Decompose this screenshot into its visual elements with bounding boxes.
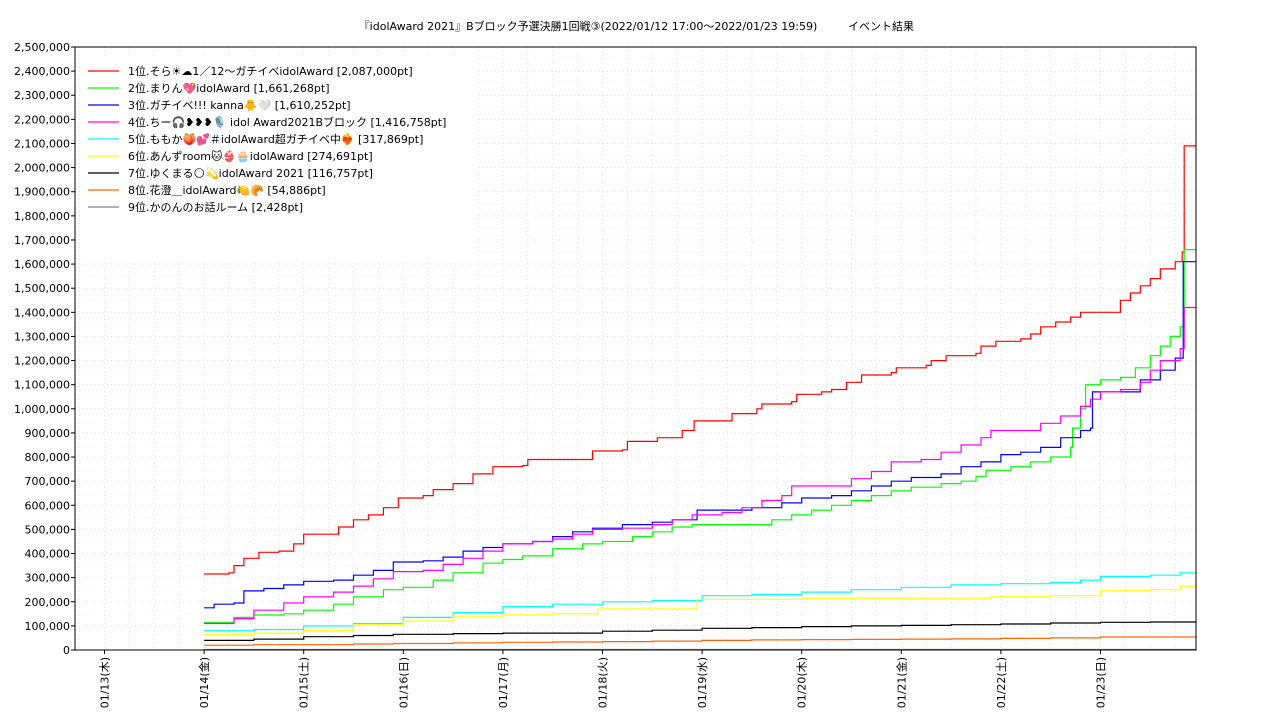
y-tick-label: 100,000	[25, 620, 71, 633]
y-tick-label: 0	[63, 644, 70, 657]
x-tick-label: 01/22(土)	[995, 657, 1008, 708]
legend-label-1: 1位.そら☀︎☁︎1／12〜ガチイベidolAward [2,087,000pt…	[128, 64, 413, 78]
plot-frame	[74, 46, 1197, 651]
y-tick-label: 2,100,000	[14, 137, 70, 150]
x-tick-label: 01/21(金)	[894, 657, 908, 708]
y-tick-label: 2,300,000	[14, 89, 70, 102]
series-line-3	[204, 261, 1197, 609]
y-tick-label: 1,400,000	[14, 306, 70, 319]
y-tick-label: 1,600,000	[14, 258, 70, 271]
legend-label-7: 7位.ゆくまる🌕💫idolAward 2021 [116,757pt]	[128, 166, 373, 181]
legend-label-9: 9位.かのんのお話ルーム [2,428pt]	[128, 200, 303, 214]
y-tick-label: 1,800,000	[14, 210, 70, 223]
series-line-1	[204, 145, 1197, 575]
y-tick-label: 800,000	[25, 451, 71, 464]
y-tick-label: 1,200,000	[14, 355, 70, 368]
y-tick-label: 2,000,000	[14, 162, 70, 175]
legend-label-3: 3位.ガチイベ!!! kanna🐥🤍 [1,610,252pt]	[128, 98, 351, 112]
y-tick-label: 1,500,000	[14, 282, 70, 295]
x-tick-label: 01/19(水)	[696, 657, 709, 708]
x-tick-label: 01/13(木)	[99, 657, 112, 708]
series-line-4	[204, 306, 1197, 625]
y-tick-label: 200,000	[25, 596, 71, 609]
legend-label-4: 4位.ちー🎧❥❥❥🎙️ idol Award2021Bブロック [1,416,7…	[128, 115, 446, 129]
y-tick-label: 600,000	[25, 499, 71, 512]
y-tick-label: 700,000	[25, 475, 71, 488]
y-tick-label: 2,500,000	[14, 41, 70, 54]
y-tick-label: 300,000	[25, 572, 71, 585]
y-tick-label: 400,000	[25, 548, 71, 561]
y-tick-label: 500,000	[25, 523, 71, 536]
series-line-6	[204, 583, 1197, 635]
y-tick-label: 900,000	[25, 427, 71, 440]
x-tick-label: 01/15(土)	[298, 657, 311, 708]
legend-label-6: 6位.あんずroom🐱👙🧁idolAward [274,691pt]	[128, 149, 373, 163]
x-tick-label: 01/23(日)	[1095, 657, 1108, 708]
legend-label-2: 2位.まりん💖idolAward [1,661,268pt]	[128, 81, 330, 95]
y-tick-label: 2,200,000	[14, 113, 70, 126]
legend-label-8: 8位.花澄＿idolAward🍋🥐 [54,886pt]	[128, 183, 326, 197]
x-tick-label: 01/18(火)	[597, 657, 610, 708]
axes: 0 100,000 200,000 300,000 400,000 500,000 600,…	[14, 41, 1107, 708]
x-tick-label: 01/20(木)	[796, 657, 809, 708]
y-tick-label: 1,300,000	[14, 330, 70, 343]
x-tick-label: 01/16(日)	[397, 657, 410, 708]
chart-subtitle: イベント結果	[848, 19, 914, 33]
y-tick-label: 1,000,000	[14, 403, 70, 416]
series-line-8	[204, 636, 1197, 646]
x-tick-label: 01/14(金)	[197, 657, 211, 708]
y-tick-label: 1,700,000	[14, 234, 70, 247]
legend-background	[80, 58, 476, 260]
legend: 1位.そら☀︎☁︎1／12〜ガチイベidolAward [2,087,000pt…	[88, 64, 446, 214]
y-tick-label: 1,900,000	[14, 186, 70, 199]
y-tick-label: 1,100,000	[14, 379, 70, 392]
x-tick-label: 01/17(月)	[497, 657, 510, 708]
series-line-2	[204, 249, 1197, 623]
series-line-7	[204, 621, 1197, 641]
legend-label-5: 5位.ももか🍑💕＃idolAward超ガチイベ中❤️‍🔥 [317,869pt]	[128, 132, 423, 146]
y-tick-label: 2,400,000	[14, 65, 70, 78]
chart-title: 『idolAward 2021』Bブロック予選決勝1回戦③(2022/01/12…	[359, 19, 818, 33]
